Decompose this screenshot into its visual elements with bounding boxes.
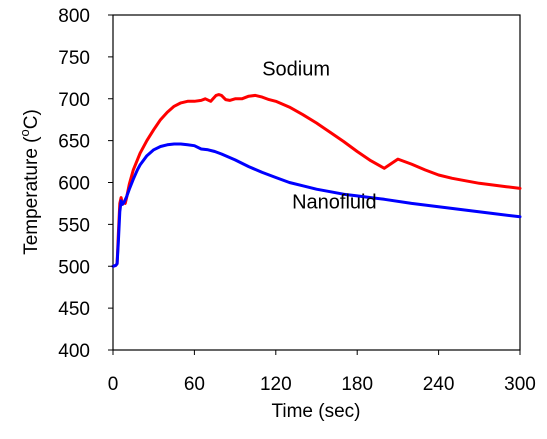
y-tick-label: 450 bbox=[58, 299, 90, 320]
x-axis-title: Time (sec) bbox=[271, 401, 360, 422]
x-tick-label: 0 bbox=[108, 374, 119, 395]
x-tick-label: 180 bbox=[341, 374, 373, 395]
y-tick-label: 700 bbox=[58, 90, 90, 111]
y-tick-label: 750 bbox=[58, 48, 90, 69]
y-tick-label: 500 bbox=[58, 257, 90, 278]
annotation-nanofluid: Nanofluid bbox=[292, 191, 377, 213]
y-tick-label: 400 bbox=[58, 341, 90, 362]
x-tick-label: 240 bbox=[423, 374, 455, 395]
x-tick-label: 120 bbox=[260, 374, 292, 395]
y-axis-ticks: 400 450 500 550 600 650 700 750 800 bbox=[58, 6, 113, 362]
series-layer bbox=[111, 93, 522, 268]
x-axis-ticks: 0 60 120 180 240 300 bbox=[108, 350, 536, 395]
annotations: Sodium Nanofluid bbox=[262, 58, 376, 213]
y-tick-label: 650 bbox=[58, 132, 90, 153]
y-tick-label: 600 bbox=[58, 174, 90, 195]
y-tick-label: 550 bbox=[58, 215, 90, 236]
x-tick-label: 300 bbox=[504, 374, 536, 395]
x-tick-label: 60 bbox=[184, 374, 205, 395]
annotation-sodium: Sodium bbox=[262, 58, 330, 80]
series-line-nanofluid bbox=[111, 142, 522, 268]
y-axis-title: Temperature (oC) bbox=[17, 109, 42, 255]
y-tick-label: 800 bbox=[58, 6, 90, 27]
series-line-sodium bbox=[111, 93, 522, 268]
